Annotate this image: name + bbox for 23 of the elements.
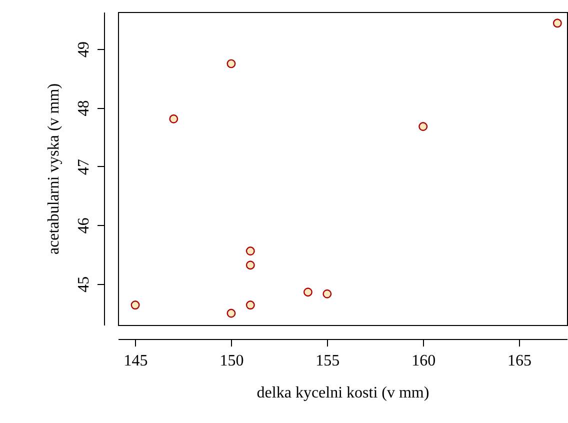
point [226,59,236,68]
point [552,18,562,28]
y-tick-label: 49 [76,41,92,58]
point [130,300,140,310]
point [303,288,312,297]
point [246,260,255,270]
point [226,308,236,318]
y-tick-label: 46 [76,218,92,234]
point [246,300,255,310]
x-tick-label: 165 [508,352,532,370]
point [418,122,428,131]
point [246,246,255,256]
y-tick-label: 47 [76,158,92,175]
point [322,289,332,298]
y-tick-label: 45 [76,276,92,292]
x-tick-label: 150 [220,352,244,370]
y-axis-title: acetabularni vyska (v mm) [46,83,62,255]
x-tick-label: 145 [124,352,148,370]
x-tick-label: 160 [412,352,436,370]
x-axis-title: delka kycelni kosti (v mm) [256,384,430,402]
y-tick-label: 48 [76,100,92,116]
point [169,114,178,124]
x-tick-label: 155 [316,352,340,370]
